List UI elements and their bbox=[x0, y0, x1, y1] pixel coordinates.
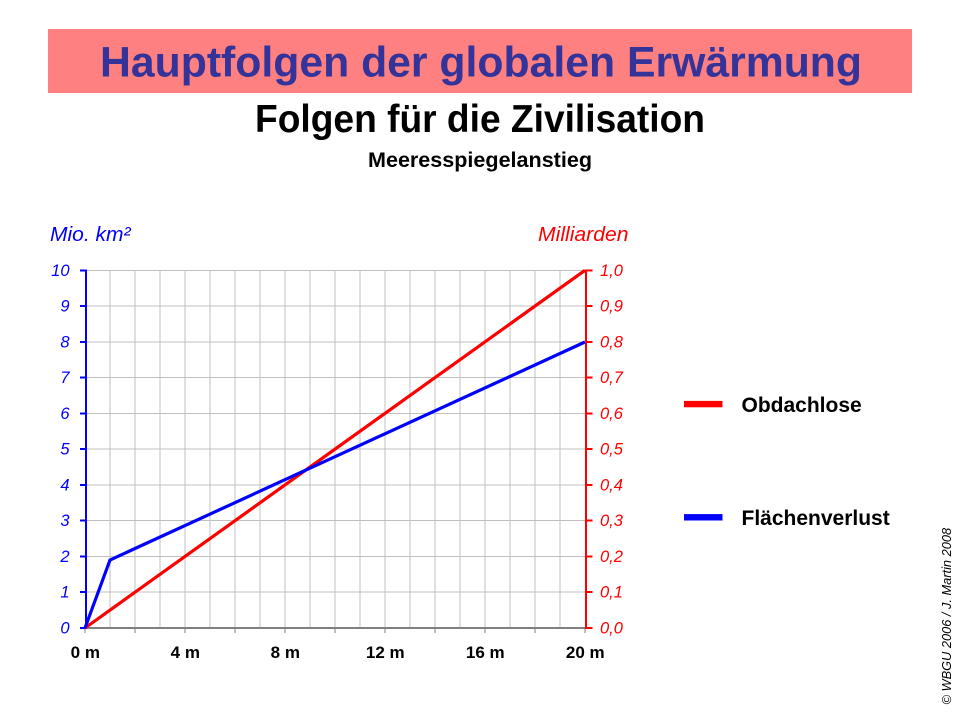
svg-text:0 m: 0 m bbox=[71, 643, 100, 662]
svg-text:2: 2 bbox=[59, 548, 69, 566]
svg-text:Flächenverlust: Flächenverlust bbox=[742, 507, 890, 530]
svg-text:Obdachlose: Obdachlose bbox=[742, 394, 862, 417]
svg-text:0,5: 0,5 bbox=[600, 441, 624, 459]
svg-text:Hauptfolgen der globalen Erwär: Hauptfolgen der globalen Erwärmung bbox=[100, 39, 862, 87]
svg-text:10: 10 bbox=[51, 262, 70, 280]
svg-text:0,2: 0,2 bbox=[600, 548, 623, 566]
svg-text:0,8: 0,8 bbox=[600, 333, 624, 351]
svg-text:0,6: 0,6 bbox=[600, 405, 624, 423]
svg-text:0,3: 0,3 bbox=[600, 512, 624, 530]
svg-text:8 m: 8 m bbox=[271, 643, 300, 662]
svg-text:Folgen für die Zivilisation: Folgen für die Zivilisation bbox=[255, 98, 705, 141]
svg-text:Milliarden: Milliarden bbox=[538, 223, 629, 246]
svg-text:0,4: 0,4 bbox=[600, 476, 623, 494]
svg-text:© WBGU 2006 / J. Martin 2008: © WBGU 2006 / J. Martin 2008 bbox=[939, 527, 954, 704]
svg-text:9: 9 bbox=[60, 298, 69, 316]
svg-text:1: 1 bbox=[60, 584, 69, 602]
svg-text:0,9: 0,9 bbox=[600, 298, 623, 316]
svg-text:8: 8 bbox=[60, 333, 70, 351]
svg-text:0,7: 0,7 bbox=[600, 369, 624, 387]
svg-text:6: 6 bbox=[60, 405, 70, 423]
svg-text:20 m: 20 m bbox=[566, 643, 605, 662]
svg-text:1,0: 1,0 bbox=[600, 262, 624, 280]
svg-text:4 m: 4 m bbox=[171, 643, 200, 662]
svg-text:16 m: 16 m bbox=[466, 643, 505, 662]
svg-text:0: 0 bbox=[60, 620, 70, 638]
svg-text:Mio. km²: Mio. km² bbox=[50, 223, 132, 246]
svg-text:5: 5 bbox=[60, 441, 70, 459]
svg-text:3: 3 bbox=[60, 512, 70, 530]
svg-text:12 m: 12 m bbox=[366, 643, 405, 662]
svg-text:Meeresspiegelanstieg: Meeresspiegelanstieg bbox=[368, 149, 592, 172]
svg-text:0,0: 0,0 bbox=[600, 620, 624, 638]
svg-text:0,1: 0,1 bbox=[600, 584, 623, 602]
svg-text:4: 4 bbox=[60, 476, 69, 494]
svg-text:7: 7 bbox=[60, 369, 70, 387]
